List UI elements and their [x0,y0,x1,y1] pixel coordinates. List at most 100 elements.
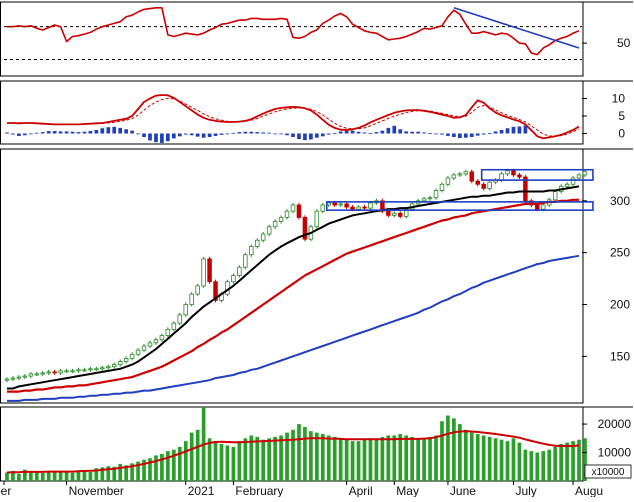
volume-bar [106,466,111,481]
macd-histogram-bar [362,132,367,134]
volume-unit-box [584,464,632,479]
price-panel-frame [0,148,584,404]
price-candle-body [111,364,117,368]
macd-histogram-bar [148,133,152,141]
ma-red-line [7,198,579,393]
macd-histogram-bar [404,131,409,134]
volume-bar [297,424,301,481]
volume-bar [17,473,21,481]
macd-histogram-bar [171,133,176,139]
macd-histogram-bar [237,132,242,134]
volume-bar [493,438,498,481]
volume-unit-label: x10000 [592,467,625,478]
price-candle-body [117,361,123,366]
x-month-label: May [396,484,419,497]
volume-bar [273,436,277,481]
ma-blue-line [7,254,580,402]
macd-histogram-bar [356,131,361,134]
macd-histogram-bar [291,133,295,137]
macd-histogram-bar [88,131,93,134]
price-candle-body [135,349,141,355]
price-candle-body [439,183,445,191]
price-candle-body [451,174,457,179]
price-tick-label: 300 [610,194,630,208]
price-candle-body [260,233,266,241]
volume-bar [249,435,254,481]
macd-histogram-bar [76,132,81,134]
price-candle-body [278,217,284,222]
macd-histogram-bar [332,133,337,134]
price-candle-body [552,191,558,201]
price-candle-body [249,246,254,256]
macd-panel-frame [0,80,584,145]
volume-bar [523,449,528,481]
volume-bar [46,470,51,481]
macd-histogram-bar [440,133,444,135]
volume-bar [535,452,540,481]
macd-histogram-bar [106,127,111,134]
macd-histogram-bar [261,132,266,134]
volume-bar [559,444,563,481]
price-candle-body [457,173,463,176]
price-candle-body [46,371,51,374]
volume-bar [368,438,373,481]
price-candle-body [511,170,516,176]
volume-bar [314,432,319,481]
macd-histogram-bar [11,133,15,135]
macd-histogram-bar [17,133,21,136]
volume-bar [219,444,224,481]
price-candle-body [70,370,75,373]
volume-bar [225,445,230,481]
macd-histogram-bar [386,127,391,134]
macd-histogram-bar [195,133,200,137]
price-candle-body [314,210,320,228]
price-candle-body [421,198,427,202]
volume-bar [410,436,415,481]
macd-histogram-bar [392,125,397,134]
volume-bar [362,439,367,481]
macd-histogram-bar [40,132,45,134]
macd-histogram-bar [285,133,289,136]
price-candle-body [344,203,349,208]
price-candle-body [123,358,129,362]
macd-histogram-bar [225,133,230,135]
volume-bar [231,446,236,481]
macd-histogram-bar [189,133,194,136]
volume-bar [285,432,289,481]
macd-histogram-bar [23,133,27,136]
price-candle-body [570,177,576,185]
volume-bar [28,472,33,481]
macd-histogram-bar [511,126,516,134]
volume-bar [183,441,188,481]
macd-histogram-bar [350,130,355,134]
volume-bar [237,441,242,481]
volume-bar [571,441,575,481]
price-candle-body [284,210,290,218]
rsi-tick-label: 50 [617,36,631,50]
volume-bar [392,435,397,481]
macd-histogram-bar [177,133,182,137]
price-candle-body [427,197,433,200]
macd-histogram-bar [314,133,319,138]
volume-bar [70,472,75,481]
price-range-box-0 [480,168,594,181]
ma-black-line [7,185,580,390]
volume-bar [142,459,146,481]
price-candle-body [213,281,218,301]
macd-signal-line [7,98,580,137]
macd-histogram-bar [130,130,134,134]
price-candle-body [201,258,206,287]
macd-histogram-bar [112,126,117,134]
price-candle-body [266,226,272,235]
volume-bar [350,441,355,481]
price-candle-body [231,275,236,283]
price-candle-body [564,183,570,187]
price-candle-body [177,314,183,324]
rsi-panel-frame [0,1,584,77]
volume-bar [422,438,426,481]
volume-bar [452,418,456,481]
macd-histogram-bar [34,132,39,134]
volume-bar [309,431,313,481]
price-candle-body [100,367,105,370]
